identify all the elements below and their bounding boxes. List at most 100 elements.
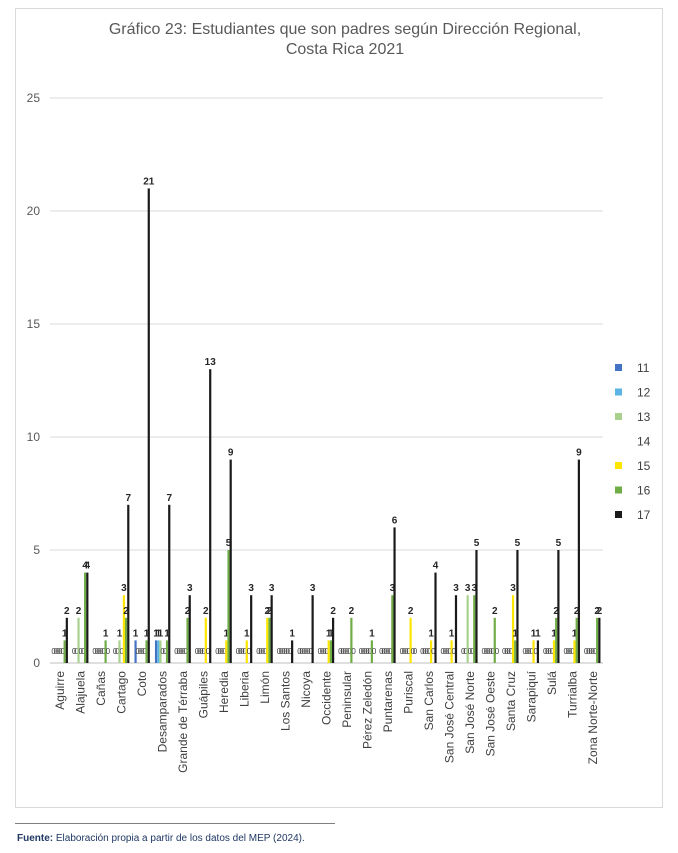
- data-label: 0: [359, 647, 364, 656]
- data-label: 0: [343, 647, 348, 656]
- data-label: 0: [522, 647, 527, 656]
- bar-16: [596, 617, 599, 663]
- data-label: 0: [424, 647, 429, 656]
- x-tick-label: Aguirre: [53, 671, 67, 710]
- data-label: 1: [531, 628, 537, 639]
- data-label: 0: [486, 647, 491, 656]
- data-label: 0: [220, 647, 225, 656]
- data-label: 0: [361, 647, 366, 656]
- chart-title-line-2: Costa Rica 2021: [285, 41, 405, 58]
- bar-17: [270, 595, 273, 663]
- data-label: 0: [238, 647, 243, 656]
- data-label: 3: [248, 583, 254, 594]
- data-label: 0: [318, 647, 323, 656]
- data-label: 0: [281, 647, 286, 656]
- data-label: 1: [369, 628, 375, 639]
- data-label: 0: [199, 647, 204, 656]
- bar-15: [573, 640, 576, 663]
- data-label: 1: [158, 628, 164, 639]
- data-label: 2: [597, 606, 603, 617]
- bar-16: [268, 617, 271, 663]
- chart-frame: [15, 8, 663, 808]
- data-label: 0: [113, 647, 118, 656]
- data-label: 0: [427, 647, 432, 656]
- data-label: 1: [428, 628, 434, 639]
- data-label: 3: [187, 583, 193, 594]
- data-label: 2: [330, 606, 336, 617]
- data-label: 0: [461, 647, 466, 656]
- x-tick-label: Peninsular: [340, 671, 354, 728]
- x-tick-label: San Carlos: [422, 671, 436, 730]
- data-label: 0: [261, 647, 266, 656]
- data-label: 0: [470, 647, 475, 656]
- data-label: 0: [51, 647, 56, 656]
- data-label: 0: [197, 647, 202, 656]
- legend-swatch-17: [615, 511, 622, 518]
- bar-16: [350, 617, 353, 663]
- bar-16: [391, 595, 394, 663]
- data-label: 0: [381, 647, 386, 656]
- data-label: 21: [143, 176, 155, 187]
- x-tick-label: San José Oeste: [483, 671, 497, 757]
- data-label: 0: [543, 647, 548, 656]
- data-label: 0: [400, 647, 405, 656]
- data-label: 0: [222, 647, 227, 656]
- data-label: 1: [244, 628, 250, 639]
- data-label: 1: [326, 628, 332, 639]
- bar-17: [475, 550, 478, 663]
- source-text: Elaboración propia a partir de los datos…: [55, 833, 305, 844]
- data-label: 0: [286, 647, 291, 656]
- data-label: 5: [515, 538, 521, 549]
- data-label: 0: [347, 647, 352, 656]
- data-label: 0: [140, 647, 145, 656]
- data-label: 7: [126, 493, 132, 504]
- data-label: 0: [95, 647, 100, 656]
- data-label: 4: [85, 561, 91, 572]
- legend-label: 17: [637, 508, 651, 522]
- x-tick-label: Desamparados: [156, 671, 170, 752]
- x-tick-label: Zona Norte-Norte: [586, 671, 600, 765]
- data-label: 3: [510, 583, 516, 594]
- data-label: 0: [525, 647, 530, 656]
- data-label: 1: [328, 628, 334, 639]
- x-tick-label: San José Central: [442, 671, 456, 763]
- data-label: 3: [310, 583, 316, 594]
- data-label: 0: [201, 647, 206, 656]
- legend-label: 15: [637, 459, 651, 473]
- data-label: 0: [388, 647, 393, 656]
- bar-17: [209, 369, 212, 663]
- data-label: 0: [345, 647, 350, 656]
- data-label: 0: [452, 647, 457, 656]
- bar-16: [124, 617, 128, 663]
- data-label: 0: [372, 647, 377, 656]
- data-label: 1: [117, 628, 123, 639]
- data-label: 3: [390, 583, 396, 594]
- data-label: 2: [408, 606, 414, 617]
- data-label: 0: [81, 647, 86, 656]
- data-label: 0: [240, 647, 245, 656]
- x-tick-label: Puriscal: [401, 671, 415, 714]
- bar-17: [536, 640, 540, 663]
- data-label: 0: [413, 647, 418, 656]
- data-label: 0: [495, 647, 500, 656]
- legend-swatch-13: [615, 413, 622, 420]
- data-label: 0: [545, 647, 550, 656]
- data-label: 2: [492, 606, 498, 617]
- data-label: 2: [553, 606, 559, 617]
- data-label: 0: [74, 647, 79, 656]
- data-label: 0: [527, 647, 532, 656]
- bar-17: [311, 595, 314, 663]
- data-label: 0: [183, 647, 188, 656]
- data-label: 0: [463, 647, 468, 656]
- data-label: 2: [264, 606, 270, 617]
- data-label: 0: [299, 647, 304, 656]
- data-label: 0: [591, 647, 596, 656]
- x-tick-label: Puntarenas: [381, 671, 395, 732]
- data-label: 0: [136, 647, 141, 656]
- data-label: 0: [509, 647, 514, 656]
- data-label: 0: [379, 647, 384, 656]
- x-tick-label: Santa Cruz: [504, 671, 518, 731]
- data-label: 0: [115, 647, 120, 656]
- bar-15: [511, 595, 515, 663]
- x-tick-label: Turrialba: [565, 671, 579, 718]
